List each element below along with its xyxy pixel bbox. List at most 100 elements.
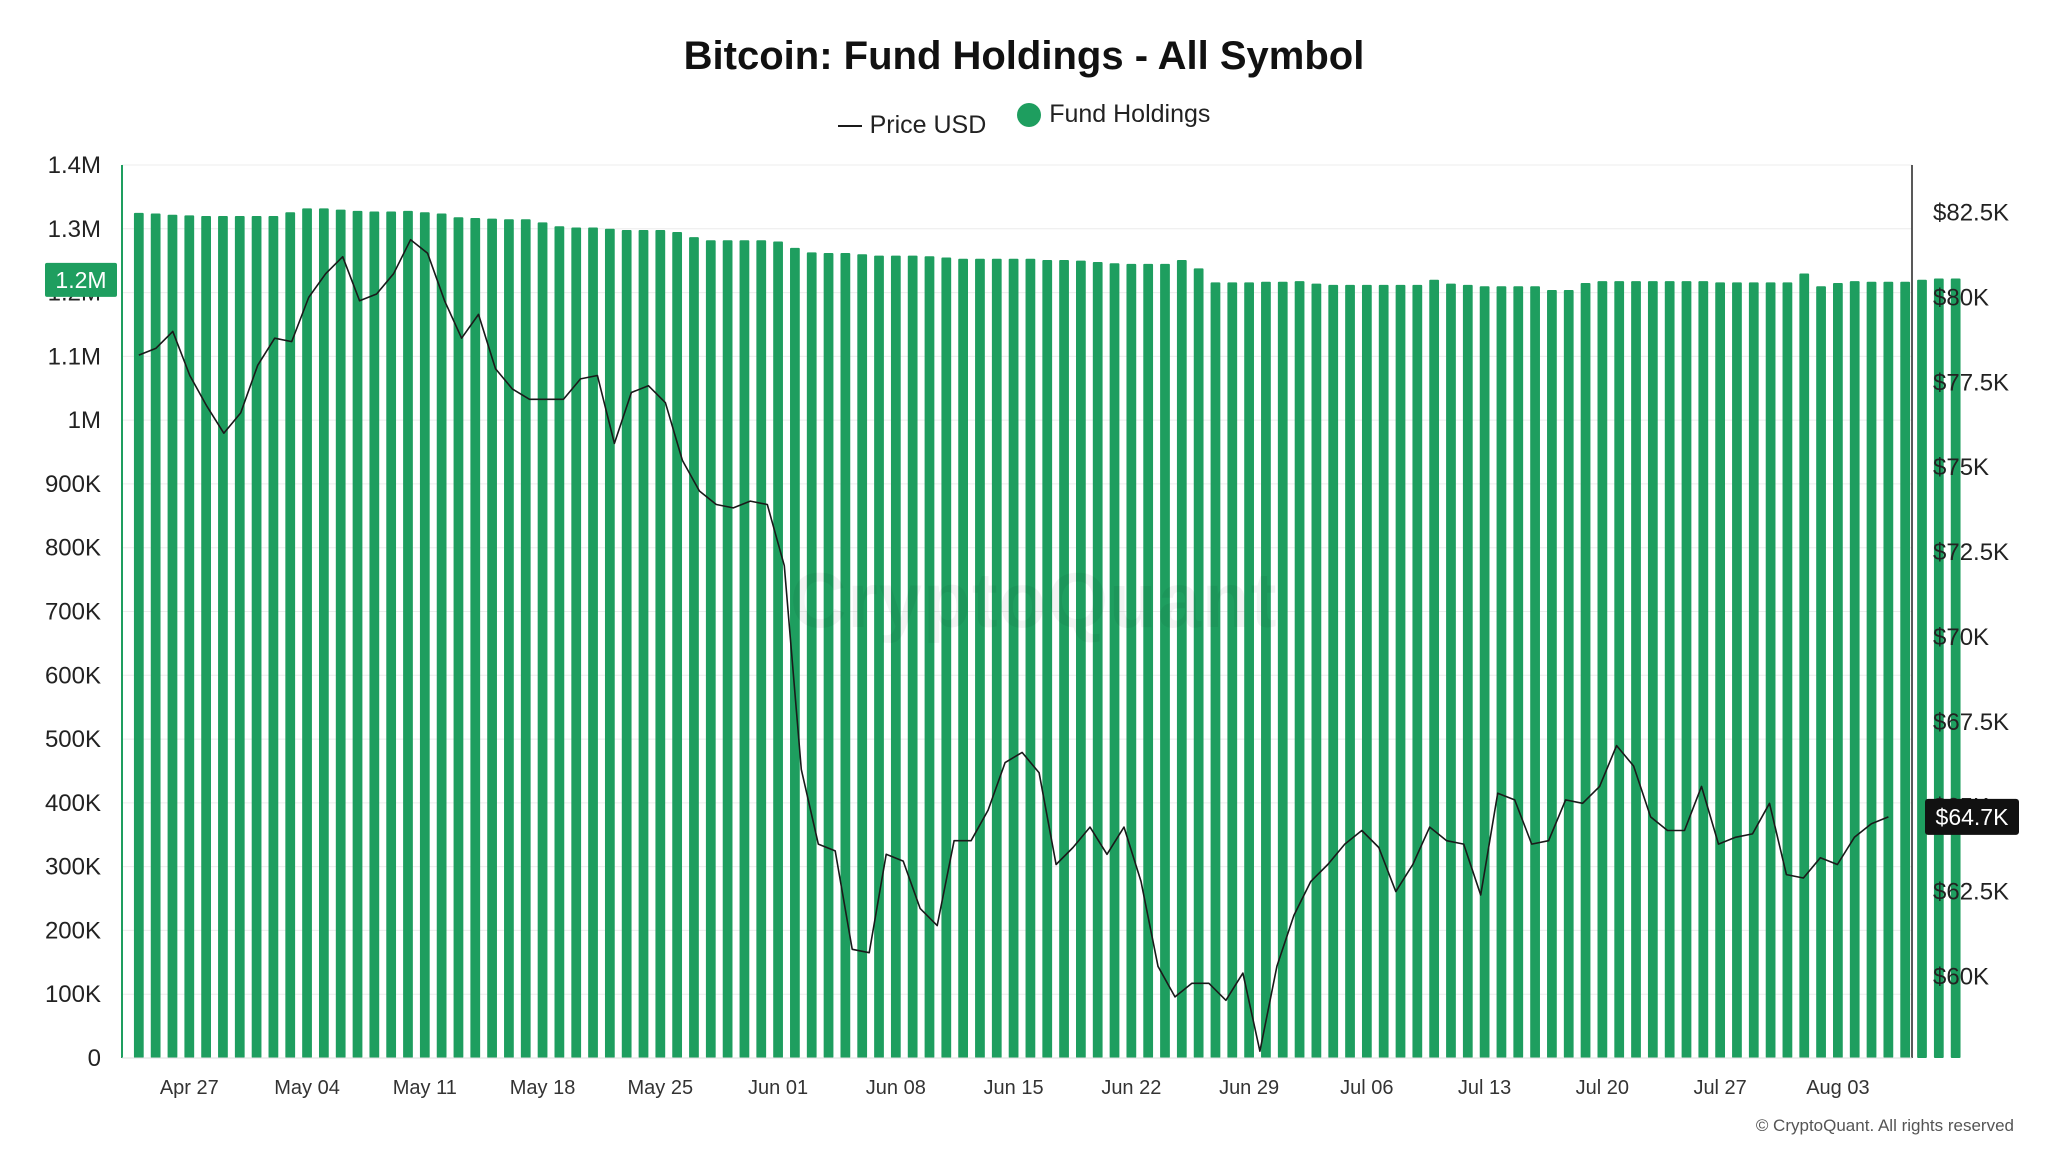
bar-fund-holdings <box>991 258 1002 1058</box>
bar-fund-holdings <box>1059 260 1069 1058</box>
bar-fund-holdings <box>419 212 430 1058</box>
bar-fund-holdings <box>806 252 817 1058</box>
bar-fund-holdings <box>1261 281 1271 1059</box>
y-right-tick-label: $82.5K <box>1933 200 2009 227</box>
bar-fund-holdings <box>638 230 649 1058</box>
bar-fund-holdings <box>1462 284 1473 1058</box>
bar-fund-holdings <box>1597 281 1608 1059</box>
bar-fund-holdings <box>1311 283 1322 1058</box>
bar-fund-holdings <box>1799 273 1810 1058</box>
y-right-tick-label: $75K <box>1933 454 1989 481</box>
bar-fund-holdings <box>1917 279 1927 1058</box>
bar-fund-holdings <box>1160 263 1170 1058</box>
bar-fund-holdings <box>436 213 447 1059</box>
y-right-tick-label: $67.5K <box>1933 709 2009 736</box>
bar-fund-holdings <box>1580 283 1591 1058</box>
bar-fund-holdings <box>571 227 582 1058</box>
bar-fund-holdings <box>403 210 413 1058</box>
legend: Price USD Fund Holdings <box>0 100 2048 140</box>
bar-fund-holdings <box>1732 282 1742 1058</box>
bar-fund-holdings <box>890 255 901 1058</box>
y-left-tick-label: 300K <box>45 854 101 881</box>
bar-fund-holdings <box>1193 268 1204 1059</box>
bar-fund-holdings <box>1496 286 1507 1058</box>
bar-fund-holdings <box>1933 278 1944 1058</box>
bar-fund-holdings <box>1176 260 1187 1058</box>
bar-fund-holdings <box>975 258 985 1058</box>
legend-label-price: Price USD <box>869 111 987 139</box>
bar-fund-holdings <box>1866 281 1877 1059</box>
y-right-tick-label: $62.5K <box>1933 879 2009 906</box>
bar-fund-holdings <box>722 240 733 1058</box>
bar-fund-holdings <box>520 219 531 1059</box>
y-left-tick-label: 100K <box>45 981 101 1008</box>
bar-fund-holdings <box>1025 258 1036 1058</box>
y-right-tick-label: $77.5K <box>1933 369 2009 396</box>
bar-fund-holdings <box>1698 281 1709 1059</box>
bar-fund-holdings <box>588 227 598 1058</box>
y-left-tick-label: 1.3M <box>48 216 101 243</box>
bar-fund-holdings <box>1076 260 1086 1058</box>
bar-fund-holdings <box>874 255 884 1058</box>
bar-fund-holdings <box>689 237 699 1058</box>
y-left-value-badge <box>45 262 117 297</box>
x-tick-label: Jun 15 <box>984 1077 1044 1099</box>
bar-fund-holdings <box>1429 279 1440 1058</box>
x-tick-label: Jul 13 <box>1458 1077 1511 1099</box>
bar-fund-holdings <box>604 228 615 1059</box>
x-tick-label: May 18 <box>510 1077 576 1099</box>
bar-fund-holdings <box>133 212 144 1059</box>
bar-fund-holdings <box>1328 284 1339 1058</box>
bar-fund-holdings <box>1833 283 1843 1058</box>
y-left-tick-label: 0 <box>88 1045 101 1072</box>
y-left-tick-label: 800K <box>45 535 101 562</box>
bar-fund-holdings <box>958 258 968 1058</box>
bar-fund-holdings <box>924 256 935 1059</box>
legend-item-price[interactable]: Price USD <box>837 111 987 140</box>
bar-fund-holdings <box>840 253 851 1058</box>
x-tick-label: May 11 <box>393 1077 457 1099</box>
x-tick-label: Jun 29 <box>1219 1077 1279 1099</box>
bar-fund-holdings <box>167 214 178 1058</box>
bar-fund-holdings <box>184 215 195 1058</box>
bar-fund-holdings <box>1647 281 1658 1059</box>
bar-fund-holdings <box>672 231 683 1059</box>
y-left-tick-label: 700K <box>45 599 101 626</box>
x-tick-label: Apr 27 <box>160 1077 219 1099</box>
y-right-value-badge-label: $64.7K <box>1936 804 2010 830</box>
y-left-tick-label: 900K <box>45 471 101 498</box>
y-left-tick-label: 400K <box>45 790 101 817</box>
x-tick-label: Jul 06 <box>1340 1077 1393 1099</box>
y-right-tick-label: $60K <box>1933 964 1989 991</box>
bar-fund-holdings <box>739 240 750 1058</box>
bar-fund-holdings <box>1664 281 1675 1059</box>
bar-fund-holdings <box>790 247 800 1059</box>
x-tick-label: Jun 22 <box>1101 1077 1161 1099</box>
bar-fund-holdings <box>318 208 329 1058</box>
bar-fund-holdings <box>655 230 666 1058</box>
bar-fund-holdings <box>1816 286 1826 1058</box>
bar-fund-holdings <box>1446 283 1456 1058</box>
bar-fund-holdings <box>1681 281 1692 1059</box>
bar-fund-holdings <box>268 216 279 1058</box>
y-left-tick-label: 600K <box>45 662 101 689</box>
bar-fund-holdings <box>453 217 464 1059</box>
bar-fund-holdings <box>470 217 481 1058</box>
bar-fund-holdings <box>907 255 918 1058</box>
bar-fund-holdings <box>487 218 497 1058</box>
y-right-tick-label: $80K <box>1933 284 1989 311</box>
bar-fund-holdings <box>1849 281 1860 1059</box>
bar-fund-holdings <box>537 222 548 1058</box>
bar-fund-holdings <box>335 209 346 1058</box>
legend-item-fund-holdings[interactable]: Fund Holdings <box>1017 100 1210 129</box>
bar-fund-holdings <box>1412 284 1423 1058</box>
bar-fund-holdings <box>1109 263 1120 1059</box>
bar-fund-holdings <box>251 216 262 1058</box>
bar-fund-holdings <box>1614 281 1625 1059</box>
bar-fund-holdings <box>201 216 211 1058</box>
bar-fund-holdings <box>1563 290 1574 1058</box>
legend-label-fund-holdings: Fund Holdings <box>1049 100 1211 128</box>
bar-fund-holdings <box>1092 261 1103 1058</box>
bar-fund-holdings <box>1631 281 1641 1059</box>
bar-fund-holdings <box>705 240 716 1058</box>
